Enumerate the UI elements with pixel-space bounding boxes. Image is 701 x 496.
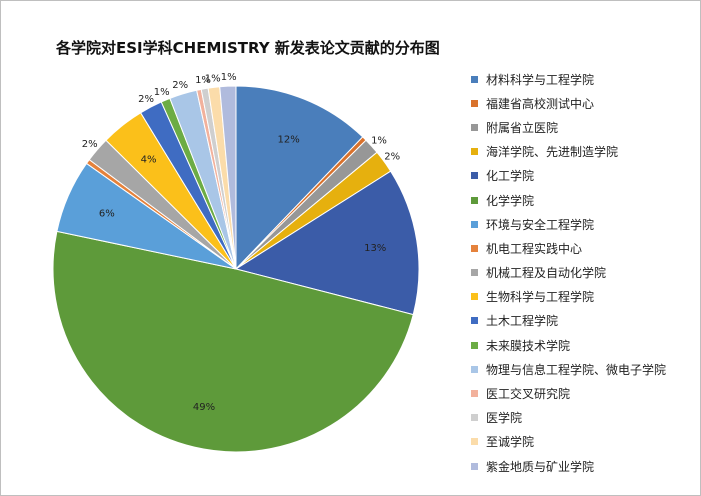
legend-item-5: 化工学院	[471, 164, 666, 188]
legend-item-17: 紫金地质与矿业学院	[471, 454, 666, 478]
legend-label: 化工学院	[486, 169, 535, 184]
legend-swatch	[471, 99, 478, 107]
legend-label: 医学院	[486, 411, 523, 426]
legend-swatch	[471, 75, 478, 83]
legend-item-3: 附属省立医院	[471, 115, 666, 139]
pie-slice-1	[235, 85, 364, 271]
data-label-17: 1%	[221, 72, 237, 83]
legend-item-6: 化学学院	[471, 188, 666, 212]
legend-label: 紫金地质与矿业学院	[486, 459, 595, 474]
chart-legend: 材料科学与工程学院 福建省高校测试中心 附属省立医院海洋学院、先进制造学院 化工学院化…	[471, 67, 666, 478]
data-label-11: 2%	[138, 94, 154, 105]
data-label-10: 4%	[141, 155, 157, 166]
legend-item-16: 至诚学院	[471, 430, 666, 454]
legend-label: 至诚学院	[486, 435, 535, 450]
legend-label: 未来膜技术学院	[486, 338, 571, 353]
data-label-12: 1%	[154, 87, 170, 98]
pie-slice-6	[52, 230, 414, 453]
legend-swatch	[471, 317, 478, 325]
legend-label: 物理与信息工程学院、微电子学院	[486, 362, 667, 377]
legend-swatch	[471, 244, 478, 252]
legend-item-11: 土木工程学院	[471, 309, 666, 333]
data-label-1: 12%	[277, 134, 299, 145]
legend-label: 机电工程实践中心	[486, 241, 583, 256]
legend-item-2: 福建省高校测试中心	[471, 91, 666, 115]
legend-item-9: 机械工程及自动化学院	[471, 261, 666, 285]
legend-swatch	[471, 123, 478, 131]
legend-item-4: 海洋学院、先进制造学院	[471, 140, 666, 164]
legend-swatch	[471, 148, 478, 156]
legend-item-13: 物理与信息工程学院、微电子学院	[471, 357, 666, 381]
data-label-6: 49%	[193, 402, 215, 413]
pie-slice-17	[219, 85, 237, 270]
legend-swatch	[471, 462, 478, 470]
legend-label: 附属省立医院	[486, 120, 559, 135]
legend-label: 福建省高校测试中心	[486, 96, 595, 111]
legend-item-1: 材料科学与工程学院	[471, 67, 666, 91]
legend-swatch	[471, 172, 478, 180]
legend-item-8: 机电工程实践中心	[471, 236, 666, 260]
legend-item-15: 医学院	[471, 406, 666, 430]
legend-label: 生物科学与工程学院	[486, 290, 595, 305]
chart-title: 各学院对ESI学科CHEMISTRY 新发表论文贡献的分布图	[56, 39, 440, 57]
legend-swatch	[471, 196, 478, 204]
data-label-13: 2%	[172, 80, 188, 91]
legend-swatch	[471, 293, 478, 301]
legend-item-10: 生物科学与工程学院	[471, 285, 666, 309]
legend-item-14: 医工交叉研究院	[471, 381, 666, 405]
legend-swatch	[471, 414, 478, 422]
data-label-7: 6%	[99, 209, 115, 220]
legend-swatch	[471, 438, 478, 446]
legend-label: 机械工程及自动化学院	[486, 266, 607, 281]
legend-label: 环境与安全工程学院	[486, 217, 595, 232]
legend-item-12: 未来膜技术学院	[471, 333, 666, 357]
pie-slice-5	[234, 170, 420, 316]
legend-label: 材料科学与工程学院	[486, 72, 595, 87]
data-label-5: 13%	[364, 243, 386, 254]
data-label-9: 2%	[82, 139, 98, 150]
legend-swatch	[471, 220, 478, 228]
data-label-15: 1%	[195, 75, 211, 86]
data-label-3: 1%	[371, 135, 387, 146]
legend-label: 化学学院	[486, 193, 535, 208]
legend-label: 医工交叉研究院	[486, 387, 571, 402]
legend-label: 土木工程学院	[486, 314, 559, 329]
data-label-16: 1%	[205, 73, 221, 84]
legend-label: 海洋学院、先进制造学院	[486, 145, 619, 160]
legend-swatch	[471, 365, 478, 373]
legend-item-7: 环境与安全工程学院	[471, 212, 666, 236]
legend-swatch	[471, 341, 478, 349]
legend-swatch	[471, 390, 478, 398]
legend-swatch	[471, 269, 478, 277]
data-label-4: 2%	[384, 152, 400, 163]
